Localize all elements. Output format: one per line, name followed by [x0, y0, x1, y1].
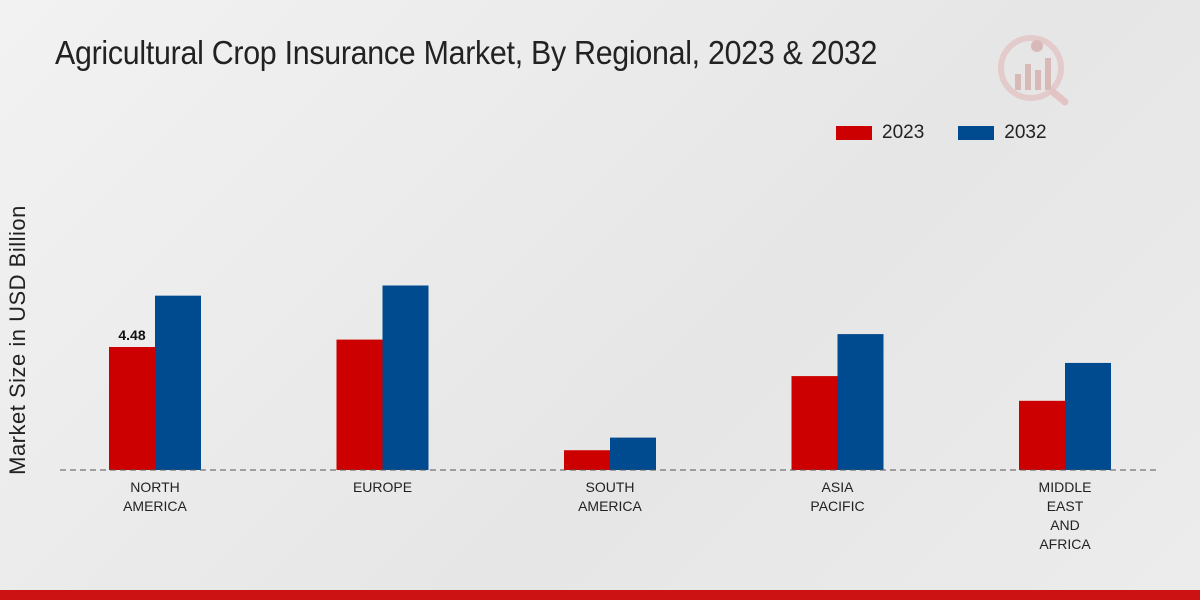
legend-swatch-2023: [836, 126, 872, 140]
bar-2032-3: [837, 334, 884, 470]
bar-2032-4: [1065, 362, 1111, 470]
x-tick-label-0: NORTH AMERICA: [123, 479, 187, 514]
bar-2032-1: [382, 285, 429, 470]
legend-label-2032: 2032: [1004, 122, 1047, 143]
chart-title: Agricultural Crop Insurance Market, By R…: [55, 34, 878, 71]
bar-2023-4: [1019, 400, 1065, 470]
x-tick-label-1: EUROPE: [353, 479, 412, 495]
bar-2023-2: [564, 450, 610, 470]
legend-label-2023: 2023: [882, 122, 925, 143]
bar-2032-2: [610, 437, 656, 470]
data-label-0: 4.48: [118, 327, 145, 343]
bar-2023-3: [791, 376, 838, 470]
bottom-accent-bar: [0, 590, 1200, 600]
bar-2023-1: [336, 339, 383, 470]
legend-item-2032: 2032: [958, 122, 1047, 144]
x-tick-label-3: ASIA PACIFIC: [810, 479, 864, 514]
bar-2032-0: [155, 295, 201, 470]
chart-legend: 2023 2032: [836, 122, 1081, 144]
x-tick-label-4: MIDDLE EAST AND AFRICA: [1039, 479, 1092, 552]
x-tick-label-2: SOUTH AMERICA: [578, 479, 642, 514]
legend-item-2023: 2023: [836, 122, 924, 144]
brand-logo-icon: [998, 35, 1069, 106]
bar-2023-0: [109, 347, 155, 470]
legend-swatch-2032: [958, 126, 995, 140]
